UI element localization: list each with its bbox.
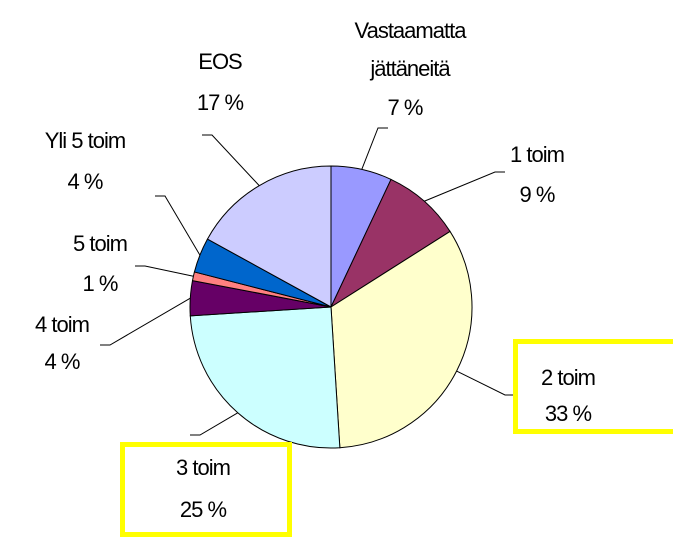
slice-value-label: 17 % [196, 90, 244, 115]
slice-label: 2 toim [541, 365, 596, 390]
slice-label: Yli 5 toim [44, 128, 126, 153]
leader-line [202, 134, 260, 186]
slice-value-label: 25 % [179, 497, 227, 522]
leader-line [135, 265, 194, 277]
slice-label: EOS [198, 49, 242, 74]
leader-line [361, 127, 388, 170]
leader-line [456, 370, 515, 396]
leader-line [424, 171, 505, 202]
highlight-box [120, 442, 292, 537]
leader-line [190, 412, 239, 436]
slice-value-label: 9 % [519, 182, 556, 207]
slice-label: 4 toim [35, 312, 90, 337]
highlight-box [513, 339, 673, 434]
slice-label: 5 toim [73, 231, 128, 256]
slice-value-label: 7 % [387, 95, 424, 120]
slice-label: 1 toim [510, 142, 565, 167]
pie-slice [189, 306, 341, 449]
slice-label: Vastaamatta jättäneitä [354, 18, 467, 81]
pie-slice [329, 178, 451, 309]
leader-line [155, 195, 201, 256]
slice-value-label: 1 % [82, 271, 119, 296]
slice-value-label: 4 % [67, 169, 104, 194]
pie-slice [206, 165, 332, 308]
leader-line [100, 297, 191, 346]
slice-value-label: 4 % [44, 349, 81, 374]
slice-value-label: 33 % [544, 401, 592, 426]
slice-label: 3 toim [176, 455, 231, 480]
